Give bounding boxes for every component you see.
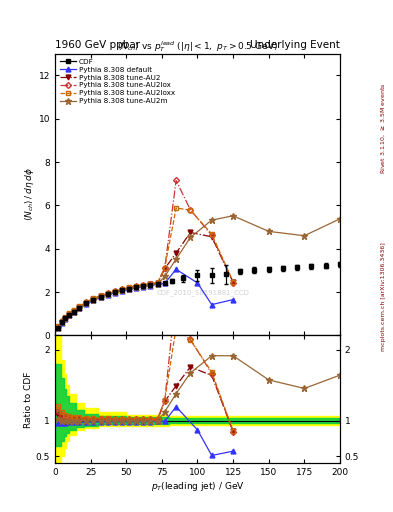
Text: 1960 GeV ppbar: 1960 GeV ppbar xyxy=(55,40,140,50)
Text: Rivet 3.1.10, $\geq$ 3.5M events: Rivet 3.1.10, $\geq$ 3.5M events xyxy=(379,82,387,174)
Text: mcplots.cern.ch [arXiv:1306.3436]: mcplots.cern.ch [arXiv:1306.3436] xyxy=(381,243,386,351)
Text: Underlying Event: Underlying Event xyxy=(250,40,340,50)
Y-axis label: Ratio to CDF: Ratio to CDF xyxy=(24,371,33,428)
Legend: CDF, Pythia 8.308 default, Pythia 8.308 tune-AU2, Pythia 8.308 tune-AU2lox, Pyth: CDF, Pythia 8.308 default, Pythia 8.308 … xyxy=(59,57,176,105)
X-axis label: $p_T$(leading jet) / GeV: $p_T$(leading jet) / GeV xyxy=(151,480,244,493)
Y-axis label: $\langle N_{ch}\rangle\,/\,d\eta\,d\phi$: $\langle N_{ch}\rangle\,/\,d\eta\,d\phi$ xyxy=(23,168,36,221)
Title: $\langle N_{ch}\rangle$ vs $p_T^{lead}$ ($|\eta| < 1,\ p_T > 0.5$ GeV): $\langle N_{ch}\rangle$ vs $p_T^{lead}$ … xyxy=(117,39,278,54)
Text: CDF_2010_S8591881_CCD: CDF_2010_S8591881_CCD xyxy=(157,290,250,296)
